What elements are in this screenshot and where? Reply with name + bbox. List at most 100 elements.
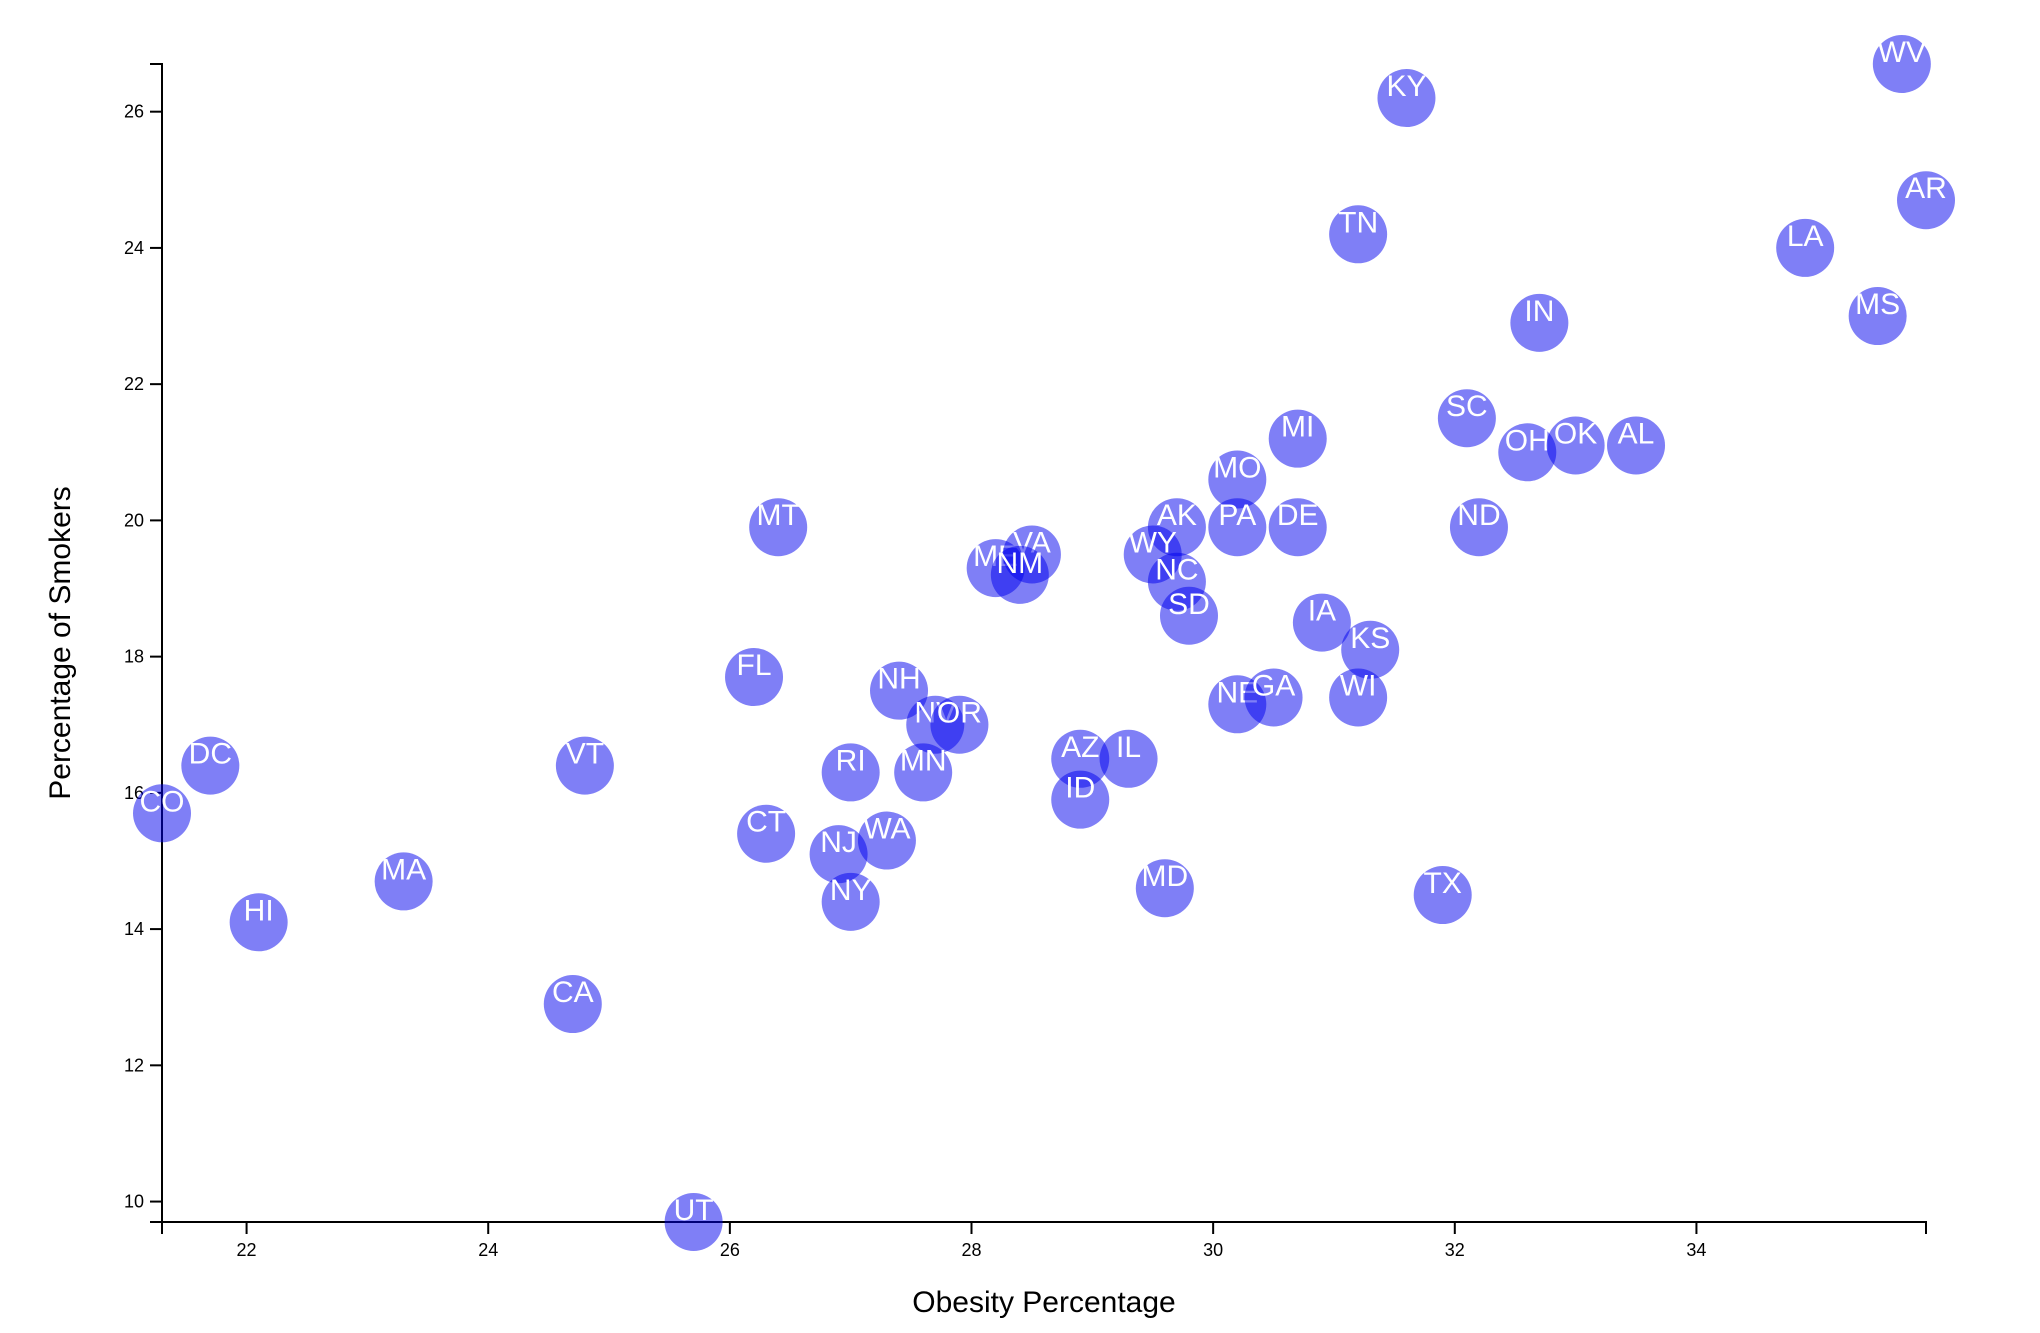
state-point: LA [1776, 218, 1835, 277]
state-point: OH [1498, 423, 1557, 482]
state-label: DC [189, 738, 232, 771]
state-marker [1872, 35, 1931, 93]
state-marker [1099, 729, 1158, 788]
state-label: KS [1350, 622, 1390, 655]
state-marker [1159, 586, 1218, 645]
y-tick-label: 10 [124, 1192, 144, 1212]
state-point: NY [821, 872, 880, 931]
x-axis: 22 24 26 28 30 32 34 [161, 1221, 1927, 1260]
state-point: PA [1208, 498, 1267, 557]
y-tick-label: 22 [124, 374, 144, 394]
state-marker [1437, 389, 1496, 448]
state-point: ND [1449, 498, 1508, 557]
state-point: IN [1510, 293, 1569, 352]
state-marker [181, 736, 240, 795]
state-marker [857, 811, 916, 870]
x-tick-label: 32 [1445, 1240, 1465, 1260]
state-point: MI [1268, 409, 1327, 468]
state-point: VT [555, 736, 614, 795]
x-tick-label: 30 [1203, 1240, 1223, 1260]
state-label: WA [863, 813, 910, 846]
state-point: KY [1377, 69, 1436, 128]
state-marker [1329, 205, 1388, 264]
state-marker [725, 648, 784, 707]
state-point: SC [1437, 389, 1496, 448]
state-marker [1051, 729, 1110, 788]
state-point: CA [543, 975, 602, 1034]
state-label: WV [1878, 36, 1926, 69]
state-label: MA [381, 853, 426, 886]
state-label: LA [1787, 220, 1824, 253]
state-label: DE [1277, 499, 1319, 532]
state-marker [1208, 450, 1267, 509]
state-label: NY [830, 874, 872, 907]
state-point: CO [133, 784, 191, 843]
state-point: MA [374, 852, 433, 911]
y-tick-label: 18 [124, 647, 144, 667]
state-label: WI [1340, 669, 1377, 702]
x-axis-title: Obesity Percentage [912, 1286, 1175, 1319]
state-point: AZ [1051, 729, 1110, 788]
state-marker [1051, 770, 1110, 829]
state-point: MD [1135, 859, 1194, 918]
state-point: TN [1329, 205, 1388, 264]
state-label: IN [1524, 295, 1554, 328]
state-label: CT [746, 806, 786, 839]
state-marker [1546, 416, 1605, 475]
state-label: OH [1505, 424, 1550, 457]
state-label: IA [1308, 595, 1336, 628]
state-label: MN [900, 744, 947, 777]
state-label: AK [1157, 499, 1197, 532]
state-point: AL [1607, 416, 1666, 475]
state-point: FL [725, 648, 784, 707]
x-tick-label: 34 [1686, 1240, 1706, 1260]
state-marker [664, 1193, 723, 1251]
state-marker [749, 498, 808, 557]
state-label: OK [1554, 417, 1597, 450]
state-marker [894, 743, 953, 802]
state-point: UT [664, 1193, 723, 1251]
state-point: SD [1159, 586, 1218, 645]
state-marker [1341, 620, 1400, 679]
x-tick-label: 26 [720, 1240, 740, 1260]
state-point: TX [1413, 866, 1472, 925]
state-label: NC [1155, 554, 1198, 587]
y-tick-label: 20 [124, 510, 144, 530]
state-label: NH [877, 663, 920, 696]
state-point: NJ [809, 825, 868, 884]
state-point: KS [1341, 620, 1400, 679]
state-label: ID [1065, 772, 1095, 805]
state-point: OK [1546, 416, 1605, 475]
y-tick-label: 26 [124, 102, 144, 122]
state-label: MT [757, 499, 800, 532]
state-marker [229, 893, 288, 952]
state-label: RI [836, 744, 866, 777]
state-marker [821, 743, 880, 802]
state-label: ND [1457, 499, 1500, 532]
state-label: FL [737, 649, 772, 682]
y-tick-label: 12 [124, 1055, 144, 1075]
state-point: MS [1848, 287, 1907, 346]
state-point: MN [894, 743, 953, 802]
state-marker [1208, 498, 1267, 557]
state-label: SD [1168, 588, 1210, 621]
state-label: NM [997, 547, 1044, 580]
state-label: KY [1386, 70, 1426, 103]
state-marker [930, 695, 989, 754]
state-marker [1329, 668, 1388, 727]
state-marker [1897, 171, 1955, 230]
y-axis-title: Percentage of Smokers [44, 486, 77, 800]
state-label: TN [1338, 206, 1378, 239]
state-marker [1776, 218, 1835, 277]
state-marker [1292, 593, 1351, 652]
state-marker [1449, 498, 1508, 557]
x-tick-label: 28 [961, 1240, 981, 1260]
state-label: IL [1116, 731, 1141, 764]
state-label: AR [1905, 172, 1947, 205]
state-marker [809, 825, 868, 884]
state-point: DC [181, 736, 240, 795]
x-axis-line [161, 1221, 1927, 1234]
